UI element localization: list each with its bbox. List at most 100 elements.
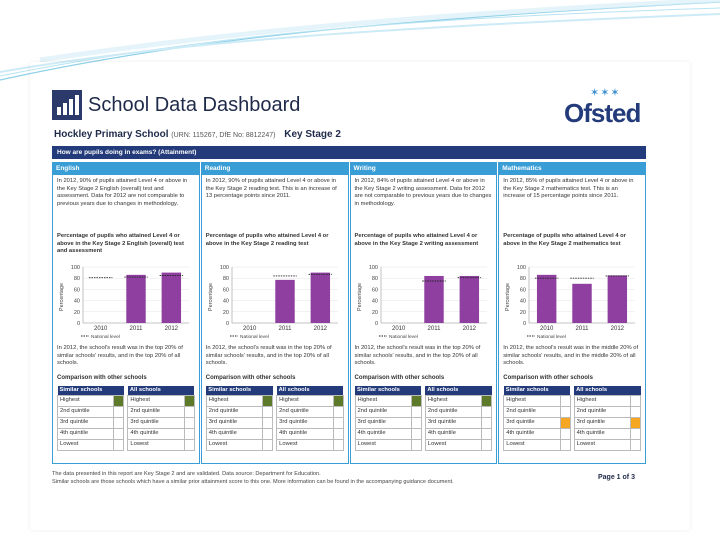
quintile-label: Highest	[424, 395, 483, 408]
bar-chart-svg: Percentage 0 20 40 60 80 100 2010 2011 2012 Nation…	[59, 265, 189, 340]
x-tick-label: 2012	[313, 326, 327, 332]
footer-notes: The data presented in this report are Ke…	[52, 470, 646, 486]
quintile-label: 2nd quintile	[573, 406, 632, 419]
quintile-cell	[410, 439, 422, 452]
quintile-cell	[559, 428, 571, 441]
quintile-row: 3rd quintile	[573, 417, 641, 430]
ofsted-wordmark: Ofsted	[564, 98, 641, 128]
quintile-row: 4th quintile	[573, 428, 641, 441]
x-tick-label: 2012	[165, 326, 179, 332]
attainment-chart: Percentage 0 20 40 60 80 100 2010 2011 2012 Nation…	[355, 263, 493, 341]
y-tick-label: 20	[223, 310, 229, 316]
ofsted-stars-icon: ✶✶✶	[590, 87, 621, 99]
quintile-label: 4th quintile	[573, 428, 632, 441]
quintile-cell	[113, 439, 125, 452]
comparison-heading: Comparison with other schools	[354, 375, 445, 381]
quintile-label: Highest	[354, 395, 412, 408]
legend-label: National level	[389, 334, 418, 340]
quintile-label: 2nd quintile	[56, 406, 115, 419]
quintile-label: 3rd quintile	[354, 417, 412, 430]
comparison-heading: Comparison with other schools	[57, 375, 147, 381]
legend-label: National level	[537, 334, 566, 340]
column-heading: English	[53, 163, 199, 175]
y-tick-label: 80	[74, 276, 80, 282]
quintile-label: 4th quintile	[205, 428, 264, 441]
bar	[275, 279, 295, 323]
y-tick-label: 40	[74, 299, 80, 305]
quintile-cell	[410, 406, 422, 419]
y-tick-label: 60	[520, 287, 526, 293]
dashboard-logo: School Data Dashboard	[52, 90, 300, 120]
quintile-label: Highest	[205, 395, 264, 408]
quintile-row: Highest	[354, 395, 422, 408]
quintile-row: 2nd quintile	[276, 406, 344, 419]
quintile-row: Lowest	[354, 439, 422, 452]
all-schools-header: All schools	[276, 385, 343, 396]
y-tick-label: 100	[368, 265, 377, 271]
y-tick-label: 40	[520, 299, 526, 305]
all-schools-table: All schools Highest 2nd quintile 3rd quinti…	[276, 385, 344, 452]
quintile-label: Lowest	[573, 439, 632, 452]
all-schools-table: All schools Highest 2nd quintile 3rd quinti…	[127, 385, 195, 452]
quintile-cell	[559, 439, 571, 452]
quintile-cell	[183, 417, 195, 430]
quintile-row: 4th quintile	[276, 428, 344, 441]
x-tick-label: 2010	[94, 326, 108, 332]
school-position-marker	[183, 395, 195, 408]
quintile-row: Highest	[503, 395, 571, 408]
quintile-label: 4th quintile	[424, 428, 483, 441]
y-tick-label: 80	[371, 276, 377, 282]
dashboard-title: School Data Dashboard	[88, 93, 301, 116]
x-tick-label: 2010	[540, 326, 554, 332]
quintile-label: 2nd quintile	[354, 406, 412, 419]
y-tick-label: 80	[520, 276, 526, 282]
quintile-cell	[410, 428, 422, 441]
quintile-tables: Similar schools Highest 2nd quintile 3rd qu…	[205, 385, 344, 452]
quintile-row: Highest	[276, 395, 344, 408]
all-schools-table: All schools Highest 2nd quintile 3rd quinti…	[424, 385, 493, 452]
quintile-row: 4th quintile	[354, 428, 422, 441]
school-ids: (URN: 115267, DfE No: 8812247)	[171, 132, 276, 139]
y-tick-label: 60	[223, 287, 229, 293]
quintile-label: Highest	[127, 395, 185, 408]
x-tick-label: 2012	[462, 326, 476, 332]
column-result: In 2012, the school's result was in the …	[57, 345, 183, 367]
y-tick-label: 0	[374, 321, 377, 327]
school-position-marker	[262, 395, 274, 408]
quintile-row: Lowest	[276, 439, 344, 452]
quintile-label: 2nd quintile	[205, 406, 264, 419]
quintile-cell	[481, 406, 493, 419]
y-tick-label: 80	[223, 276, 229, 282]
quintile-cell	[113, 406, 125, 419]
school-title: Hockley Primary School (URN: 115267, DfE…	[54, 129, 341, 140]
quintile-label: 4th quintile	[503, 428, 561, 441]
quintile-row: 3rd quintile	[276, 417, 344, 430]
quintile-label: Highest	[503, 395, 561, 408]
school-name: Hockley Primary School	[54, 129, 169, 140]
y-tick-label: 40	[371, 299, 377, 305]
quintile-cell	[332, 406, 344, 419]
column-heading: Writing	[350, 163, 497, 175]
comparison-heading: Comparison with other schools	[503, 375, 593, 381]
all-schools-header: All schools	[425, 385, 492, 396]
school-position-marker	[332, 395, 344, 408]
x-tick-label: 2010	[391, 326, 405, 332]
subject-column: Writing In 2012, 84% of pupils attained …	[349, 162, 498, 464]
similar-schools-header: Similar schools	[503, 385, 571, 396]
chart-caption: Percentage of pupils who attained Level …	[503, 233, 626, 247]
quintile-cell	[183, 428, 195, 441]
y-tick-label: 20	[371, 310, 377, 316]
similar-schools-table: Similar schools Highest 2nd quintile 3rd qu…	[354, 385, 422, 452]
quintile-label: 4th quintile	[276, 428, 334, 441]
school-position-marker	[481, 395, 493, 408]
x-tick-label: 2011	[576, 326, 590, 332]
quintile-label: Lowest	[424, 439, 483, 452]
x-tick-label: 2011	[130, 326, 144, 332]
quintile-cell	[262, 428, 274, 441]
quintile-label: Lowest	[56, 439, 115, 452]
y-axis-label: Percentage	[59, 283, 65, 311]
y-tick-label: 60	[371, 287, 377, 293]
ofsted-logo: ✶✶✶ Ofsted	[560, 86, 644, 130]
column-intro: In 2012, 84% of pupils attained Level 4 …	[354, 178, 492, 207]
quintile-row: Lowest	[127, 439, 195, 452]
